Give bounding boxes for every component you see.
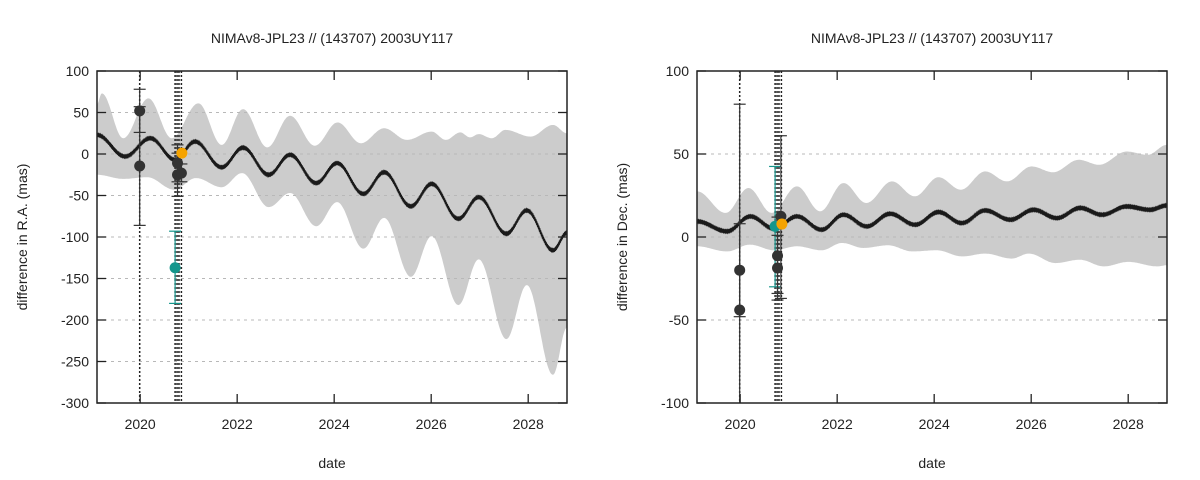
chart-title: NIMAv8-JPL23 // (143707) 2003UY117 (211, 30, 454, 46)
x-axis-label: date (918, 455, 945, 471)
y-axis-label: difference in Dec. (mas) (614, 163, 630, 311)
y-tick-label: -200 (61, 312, 89, 328)
data-point-dark (134, 105, 146, 117)
plot-area (697, 71, 1167, 403)
data-point-dark (134, 160, 146, 172)
y-tick-label: 0 (81, 146, 89, 162)
data-point-cyan (169, 262, 181, 274)
y-tick-label: -50 (669, 312, 689, 328)
uncertainty-band (97, 93, 567, 375)
y-tick-label: 50 (673, 146, 689, 162)
data-point-dark (772, 262, 784, 274)
x-tick-label: 2026 (1016, 416, 1047, 432)
x-tick-label: 2024 (319, 416, 350, 432)
y-tick-label: -150 (61, 271, 89, 287)
x-tick-label: 2020 (725, 416, 756, 432)
data-point-dark (734, 304, 746, 316)
data-point-dark (175, 167, 187, 179)
y-axis-label: difference in R.A. (mas) (14, 164, 30, 311)
data-point-dark (772, 250, 784, 262)
data-point-orange (776, 218, 788, 230)
x-tick-label: 2022 (822, 416, 853, 432)
x-tick-label: 2024 (919, 416, 950, 432)
data-point-orange (176, 147, 188, 159)
y-tick-label: -50 (69, 188, 89, 204)
x-tick-label: 2026 (416, 416, 447, 432)
x-tick-label: 2020 (125, 416, 156, 432)
x-axis-label: date (318, 455, 345, 471)
y-tick-label: -250 (61, 354, 89, 370)
plot-area (97, 71, 567, 403)
y-tick-label: -100 (61, 229, 89, 245)
x-tick-label: 2028 (1113, 416, 1144, 432)
dec-difference-chart: NIMAv8-JPL23 // (143707) 2003UY117 diffe… (614, 30, 1168, 471)
data-point-dark (734, 264, 746, 276)
ra-difference-chart: NIMAv8-JPL23 // (143707) 2003UY117 diffe… (14, 30, 568, 471)
y-tick-label: 100 (66, 63, 90, 79)
y-tick-label: -100 (661, 395, 689, 411)
y-tick-label: -300 (61, 395, 89, 411)
chart-title: NIMAv8-JPL23 // (143707) 2003UY117 (811, 30, 1054, 46)
x-tick-label: 2022 (222, 416, 253, 432)
data-point-dark (172, 157, 184, 169)
y-tick-label: 100 (666, 63, 690, 79)
x-tick-label: 2028 (513, 416, 544, 432)
y-tick-label: 0 (681, 229, 689, 245)
uncertainty-band (697, 144, 1167, 267)
y-tick-label: 50 (73, 105, 89, 121)
